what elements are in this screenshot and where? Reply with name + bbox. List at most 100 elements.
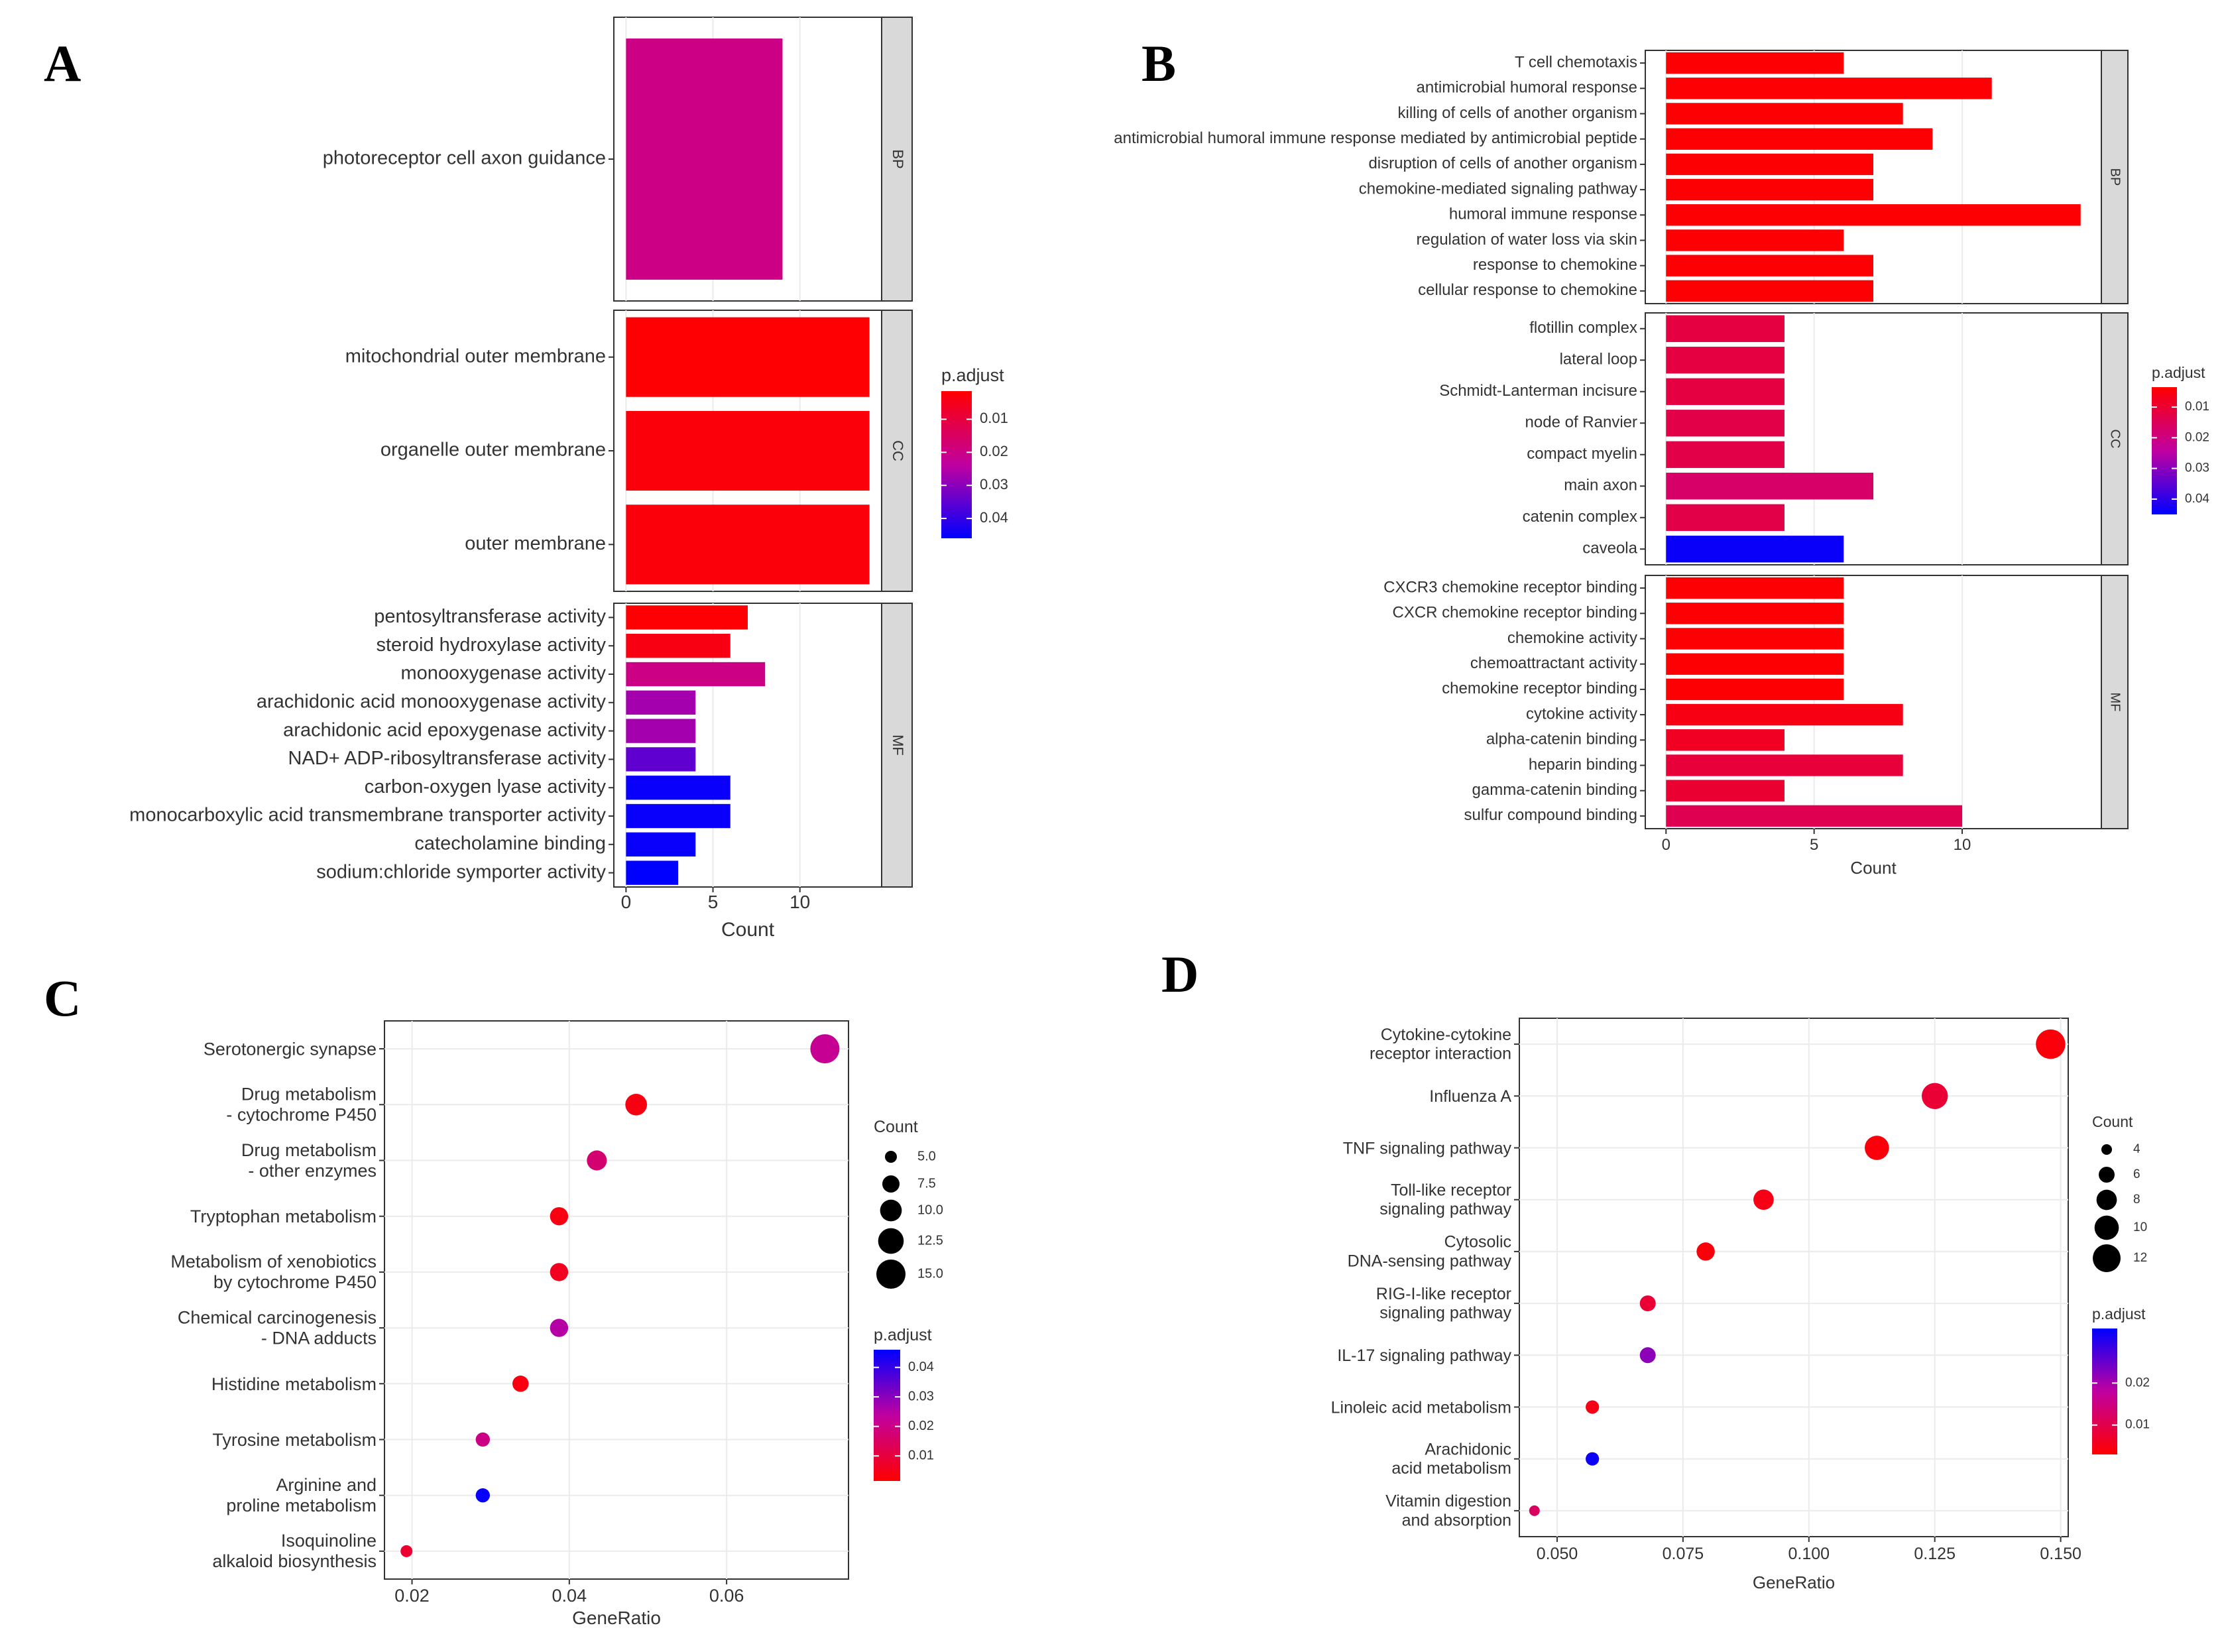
legend-title: Count <box>874 1118 918 1136</box>
category-label: Vitamin digestion and absorption <box>1385 1492 1511 1530</box>
legend-label: 0.02 <box>908 1419 934 1433</box>
category-label: chemokine-mediated signaling pathway <box>1359 180 1637 198</box>
size-key-dot <box>2094 1215 2119 1240</box>
legend-label: 8 <box>2133 1193 2140 1207</box>
colorbar <box>2092 1328 2117 1454</box>
size-key-dot <box>882 1175 900 1193</box>
category-label: Toll-like receptor signaling pathway <box>1379 1181 1511 1218</box>
category-label: node of Ranvier <box>1525 414 1637 432</box>
bar <box>1666 103 1903 125</box>
dot <box>1586 1400 1600 1414</box>
category-label: Drug metabolism - cytochrome P450 <box>226 1085 377 1125</box>
category-label: cytokine activity <box>1526 705 1637 723</box>
category-label: Cytosolic DNA-sensing pathway <box>1348 1233 1512 1271</box>
facet-label: CC <box>2108 430 2123 449</box>
category-label: Influenza A <box>1429 1087 1511 1106</box>
x-axis-title: Count <box>1850 858 1897 878</box>
x-tick-label: 0.075 <box>1663 1545 1704 1563</box>
category-label: catecholamine binding <box>414 833 606 854</box>
category-label: NAD+ ADP-ribosyltransferase activity <box>288 748 607 769</box>
category-label: Schmidt-Lanterman incisure <box>1439 382 1637 400</box>
category-label: humoral immune response <box>1449 206 1637 223</box>
bar <box>1666 441 1785 468</box>
bar <box>626 747 696 772</box>
bar <box>1666 78 1992 99</box>
dot <box>475 1432 491 1447</box>
legend-title: p.adjust <box>2092 1305 2146 1323</box>
bar <box>1666 52 1844 74</box>
bar <box>1666 280 1873 302</box>
category-label: organelle outer membrane <box>380 440 606 461</box>
legend-title: Count <box>2092 1113 2133 1130</box>
x-tick-label: 0.06 <box>709 1586 744 1606</box>
x-tick-label: 0.125 <box>1914 1545 1956 1563</box>
panel-letter: A <box>44 34 81 92</box>
category-label: IL-17 signaling pathway <box>1337 1346 1511 1365</box>
x-tick-label: 5 <box>708 892 719 912</box>
legend-label: 6 <box>2133 1167 2140 1181</box>
bar <box>1666 678 1844 701</box>
bar <box>1666 255 1873 276</box>
legend-label: 0.02 <box>2125 1376 2150 1389</box>
facet-label: CC <box>890 440 906 461</box>
panel-letter: C <box>44 969 81 1027</box>
legend-label: 10 <box>2133 1220 2147 1234</box>
legend-label: 0.01 <box>980 410 1008 426</box>
category-label: heparin binding <box>1529 756 1637 774</box>
bar <box>626 803 731 829</box>
category-label: chemokine activity <box>1507 629 1637 647</box>
panel-letter: D <box>1161 945 1199 1003</box>
legend-label: 0.04 <box>908 1360 934 1374</box>
category-label: Serotonergic synapse <box>204 1039 377 1059</box>
bar <box>1666 653 1844 675</box>
legend-label: 15.0 <box>917 1266 943 1281</box>
facet-strip <box>881 17 913 302</box>
legend-label: 0.02 <box>980 443 1008 459</box>
category-label: RIG-I-like receptor signaling pathway <box>1376 1285 1512 1323</box>
legend-label: 0.02 <box>2185 430 2209 444</box>
category-label: outer membrane <box>465 533 606 554</box>
x-tick-label: 0.050 <box>1537 1545 1578 1563</box>
dot <box>400 1545 413 1557</box>
legend-title: p.adjust <box>941 365 1004 385</box>
bar <box>1666 378 1785 405</box>
panel-d-dotplot: D Cytokine-cytokine receptor interaction In… <box>1161 945 2150 1592</box>
category-label: main axon <box>1564 477 1637 495</box>
x-tick-label: 10 <box>790 892 810 912</box>
facet-strip <box>2101 312 2129 565</box>
category-label: monooxygenase activity <box>401 663 607 684</box>
dot <box>512 1376 529 1392</box>
x-tick-label: 0 <box>1662 836 1670 854</box>
size-key-dot <box>2096 1189 2117 1210</box>
facet-strip <box>881 603 913 888</box>
category-label: CXCR chemokine receptor binding <box>1392 604 1637 622</box>
dot <box>1639 1347 1656 1364</box>
bar <box>626 38 783 280</box>
category-label: Tryptophan metabolism <box>190 1207 377 1226</box>
bar <box>1666 729 1785 751</box>
legend-title: p.adjust <box>874 1326 932 1344</box>
legend-label: 0.01 <box>908 1448 934 1462</box>
category-label: caveola <box>1582 540 1637 558</box>
category-label: CXCR3 chemokine receptor binding <box>1383 578 1637 596</box>
facet-bp: photoreceptor cell axon guidance BP <box>323 17 913 302</box>
facet-label: BP <box>890 149 906 168</box>
panel-background <box>384 1020 849 1580</box>
legend-label: 10.0 <box>917 1203 943 1217</box>
panel-c-dotplot: C Serotonergic synapse Drug metabolism - cy… <box>44 969 943 1628</box>
size-key-dot <box>885 1151 897 1163</box>
panel-b-barplot: B T cell chemotaxis antimicrobial humoral … <box>1114 34 2209 878</box>
size-key-dot <box>2099 1167 2115 1183</box>
bar <box>626 410 870 491</box>
bar <box>626 690 696 715</box>
category-label: Arachidonic acid metabolism <box>1391 1440 1511 1478</box>
category-label: flotillin complex <box>1529 319 1637 337</box>
dot <box>2036 1029 2066 1059</box>
facet-mf: CXCR3 chemokine receptor binding CXCR che… <box>1383 575 2129 829</box>
category-label: Drug metabolism - other enzymes <box>241 1140 377 1181</box>
x-tick-label: 10 <box>1954 836 1971 854</box>
category-label: pentosyltransferase activity <box>374 606 606 627</box>
dot <box>550 1263 569 1281</box>
bar <box>1666 473 1873 500</box>
